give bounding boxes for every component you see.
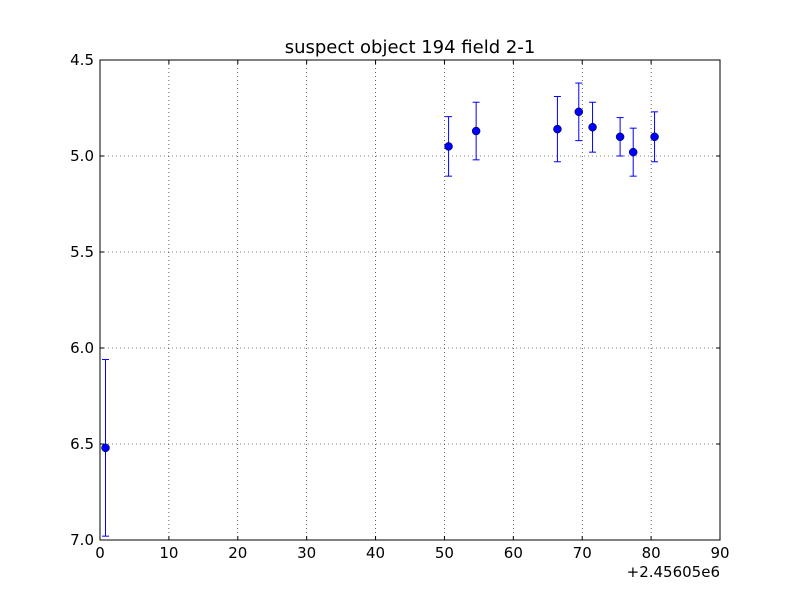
y-tick-label: 4.5: [70, 51, 94, 69]
x-tick-label: 80: [642, 544, 661, 562]
x-tick-label: 10: [159, 544, 178, 562]
y-tick-label: 6.0: [70, 339, 94, 357]
chart-title: suspect object 194 field 2-1: [285, 37, 536, 58]
x-tick-label: 30: [297, 544, 316, 562]
x-tick-label: 0: [95, 544, 105, 562]
x-tick-label: 60: [504, 544, 523, 562]
data-point: [101, 443, 110, 453]
plot-frame: [99, 59, 721, 541]
x-tick-label: 90: [710, 544, 729, 562]
data-point: [588, 122, 597, 132]
x-tick-label: 70: [573, 544, 592, 562]
tick-layer: 0 10 20 30 40 50 60 70 80 90 4.5 5.0 5.5 6.0 6.5 7.0: [70, 51, 729, 562]
data-point: [574, 107, 584, 117]
x-tick-label: 50: [435, 544, 454, 562]
y-tick-label: 5.0: [70, 147, 94, 165]
y-tick-label: 7.0: [70, 531, 94, 549]
data-point: [628, 147, 638, 157]
y-tick-label: 5.5: [70, 243, 94, 261]
data-point: [650, 132, 659, 142]
grid-layer: [100, 60, 720, 540]
data-point: [471, 126, 481, 136]
data-point: [444, 142, 453, 151]
y-tick-label: 6.5: [70, 435, 94, 453]
x-tick-label: 20: [228, 544, 247, 562]
x-tick-label: 40: [366, 544, 385, 562]
data-point: [615, 132, 625, 142]
series-layer: [101, 82, 659, 537]
data-point: [553, 124, 562, 134]
x-offset-label: +2.45605e6: [627, 563, 720, 581]
